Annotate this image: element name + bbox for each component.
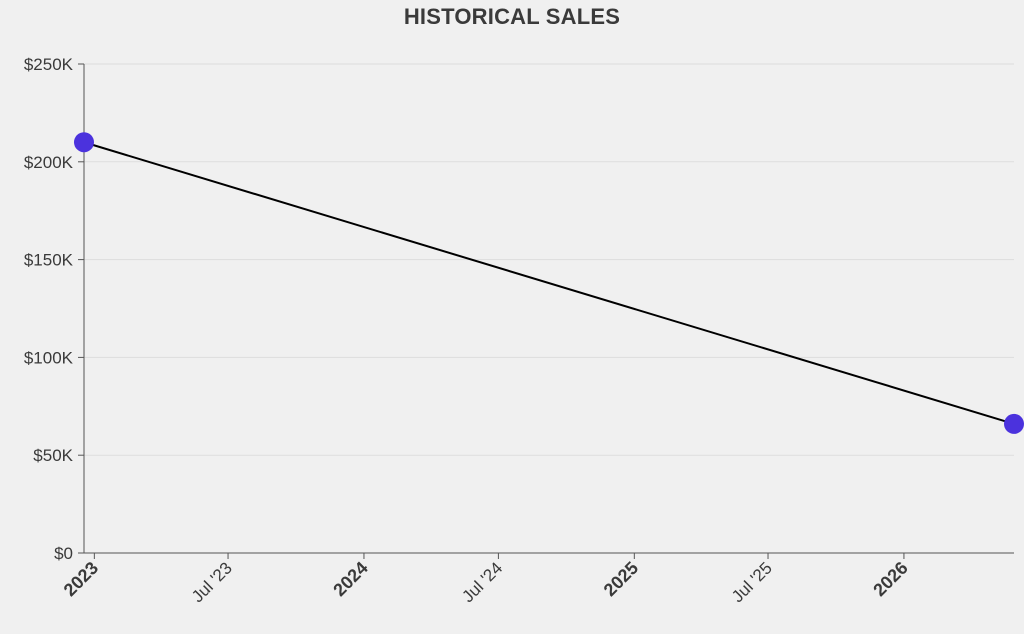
x-tick-label: Jul '25 — [728, 558, 776, 606]
x-tick-label: Jul '24 — [458, 558, 506, 606]
x-tick-label: Jul '23 — [188, 558, 236, 606]
y-tick-label: $250K — [24, 55, 74, 74]
series-line — [83, 141, 1015, 425]
x-tick-label: 2023 — [60, 558, 102, 600]
x-tick-label: 2024 — [329, 558, 371, 600]
y-tick-label: $200K — [24, 153, 74, 172]
y-tick-label: $0 — [54, 544, 73, 563]
axes: $0 $50K $100K $150K $200K $250K 2023 Jul '23 202… — [24, 55, 1014, 606]
y-tick-label: $150K — [24, 251, 74, 270]
x-tick-label: 2026 — [869, 558, 911, 600]
data-point-marker[interactable] — [74, 132, 94, 153]
x-tick-label: 2025 — [600, 558, 642, 600]
series — [74, 132, 1024, 434]
chart-title: HISTORICAL SALES — [403, 4, 621, 29]
y-tick-label: $100K — [24, 348, 74, 367]
data-point-marker[interactable] — [1004, 413, 1024, 434]
grid — [84, 63, 1014, 456]
y-tick-label: $50K — [33, 446, 73, 465]
